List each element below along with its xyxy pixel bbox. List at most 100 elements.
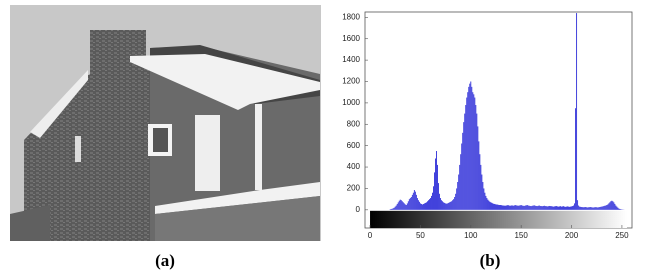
bar (394, 208, 395, 210)
bar (532, 206, 533, 210)
bar (550, 206, 551, 210)
bar (614, 204, 615, 210)
bar (431, 196, 432, 210)
bar (461, 144, 462, 210)
bar (462, 133, 463, 210)
bar (482, 182, 483, 210)
bar (467, 92, 468, 210)
bar (560, 206, 561, 210)
bar (502, 205, 503, 209)
bar (566, 207, 567, 210)
bar (554, 206, 555, 209)
bar (420, 203, 421, 209)
bar (459, 165, 460, 210)
bar (423, 204, 424, 210)
bar (444, 203, 445, 210)
bar (488, 201, 489, 210)
bar (448, 203, 449, 210)
bar (402, 201, 403, 210)
bar (458, 175, 459, 210)
bar (576, 13, 577, 210)
x-tick-label: 250 (615, 231, 629, 240)
bar (473, 94, 474, 209)
bar (587, 207, 588, 209)
bar (575, 108, 576, 210)
bar (509, 206, 510, 210)
bar (546, 206, 547, 210)
bar (478, 141, 479, 209)
bar (584, 207, 585, 210)
bar (449, 202, 450, 209)
bar (406, 205, 407, 210)
bar (520, 205, 521, 209)
bar (466, 98, 467, 210)
bar (610, 201, 611, 210)
bar (470, 82, 471, 210)
bar (481, 175, 482, 210)
bar (598, 207, 599, 210)
bar (557, 206, 558, 209)
bar (555, 206, 556, 210)
bar (408, 201, 409, 210)
bar (460, 154, 461, 210)
y-tick-label: 1200 (342, 77, 360, 86)
bar (551, 206, 552, 210)
bar (608, 203, 609, 209)
y-tick-label: 200 (347, 184, 361, 193)
x-tick-label: 100 (464, 231, 478, 240)
bar (495, 204, 496, 210)
bar (422, 204, 423, 209)
y-tick-label: 1600 (342, 34, 360, 43)
bar (523, 206, 524, 210)
bar (412, 195, 413, 210)
bar (568, 207, 569, 210)
bar (474, 98, 475, 210)
bar (534, 205, 535, 209)
bar (545, 206, 546, 210)
bar (585, 207, 586, 210)
bar (400, 200, 401, 210)
y-tick-label: 1400 (342, 55, 360, 64)
bar (508, 205, 509, 210)
bar (586, 207, 587, 210)
bar (442, 201, 443, 210)
bar (611, 201, 612, 210)
bar (524, 206, 525, 210)
bar (597, 207, 598, 209)
y-tick-label: 1800 (342, 12, 360, 21)
bar (601, 207, 602, 210)
bar (468, 87, 469, 210)
bar (413, 193, 414, 210)
bar (570, 207, 571, 210)
bar (578, 206, 579, 210)
bar (602, 206, 603, 209)
bar (425, 203, 426, 210)
photo (10, 5, 321, 241)
bar (429, 199, 430, 210)
bar (569, 207, 570, 210)
x-tick-label: 150 (514, 231, 528, 240)
bar (553, 207, 554, 210)
bar (603, 206, 604, 210)
bar (519, 206, 520, 210)
bar (593, 207, 594, 209)
bar (390, 209, 391, 210)
bar (447, 203, 448, 209)
bar (395, 207, 396, 210)
figure: (a) 020040060080010001200140016001800050… (0, 0, 646, 274)
bar (507, 205, 508, 209)
bar (500, 205, 501, 210)
bar (456, 188, 457, 209)
bar (391, 209, 392, 210)
bar (430, 198, 431, 210)
bar (417, 198, 418, 210)
bar (405, 204, 406, 209)
bar (489, 202, 490, 210)
bar (620, 209, 621, 210)
bar (396, 206, 397, 210)
bar (572, 206, 573, 210)
bar (558, 207, 559, 210)
bar (612, 201, 613, 210)
bar (415, 192, 416, 210)
bar (453, 199, 454, 210)
